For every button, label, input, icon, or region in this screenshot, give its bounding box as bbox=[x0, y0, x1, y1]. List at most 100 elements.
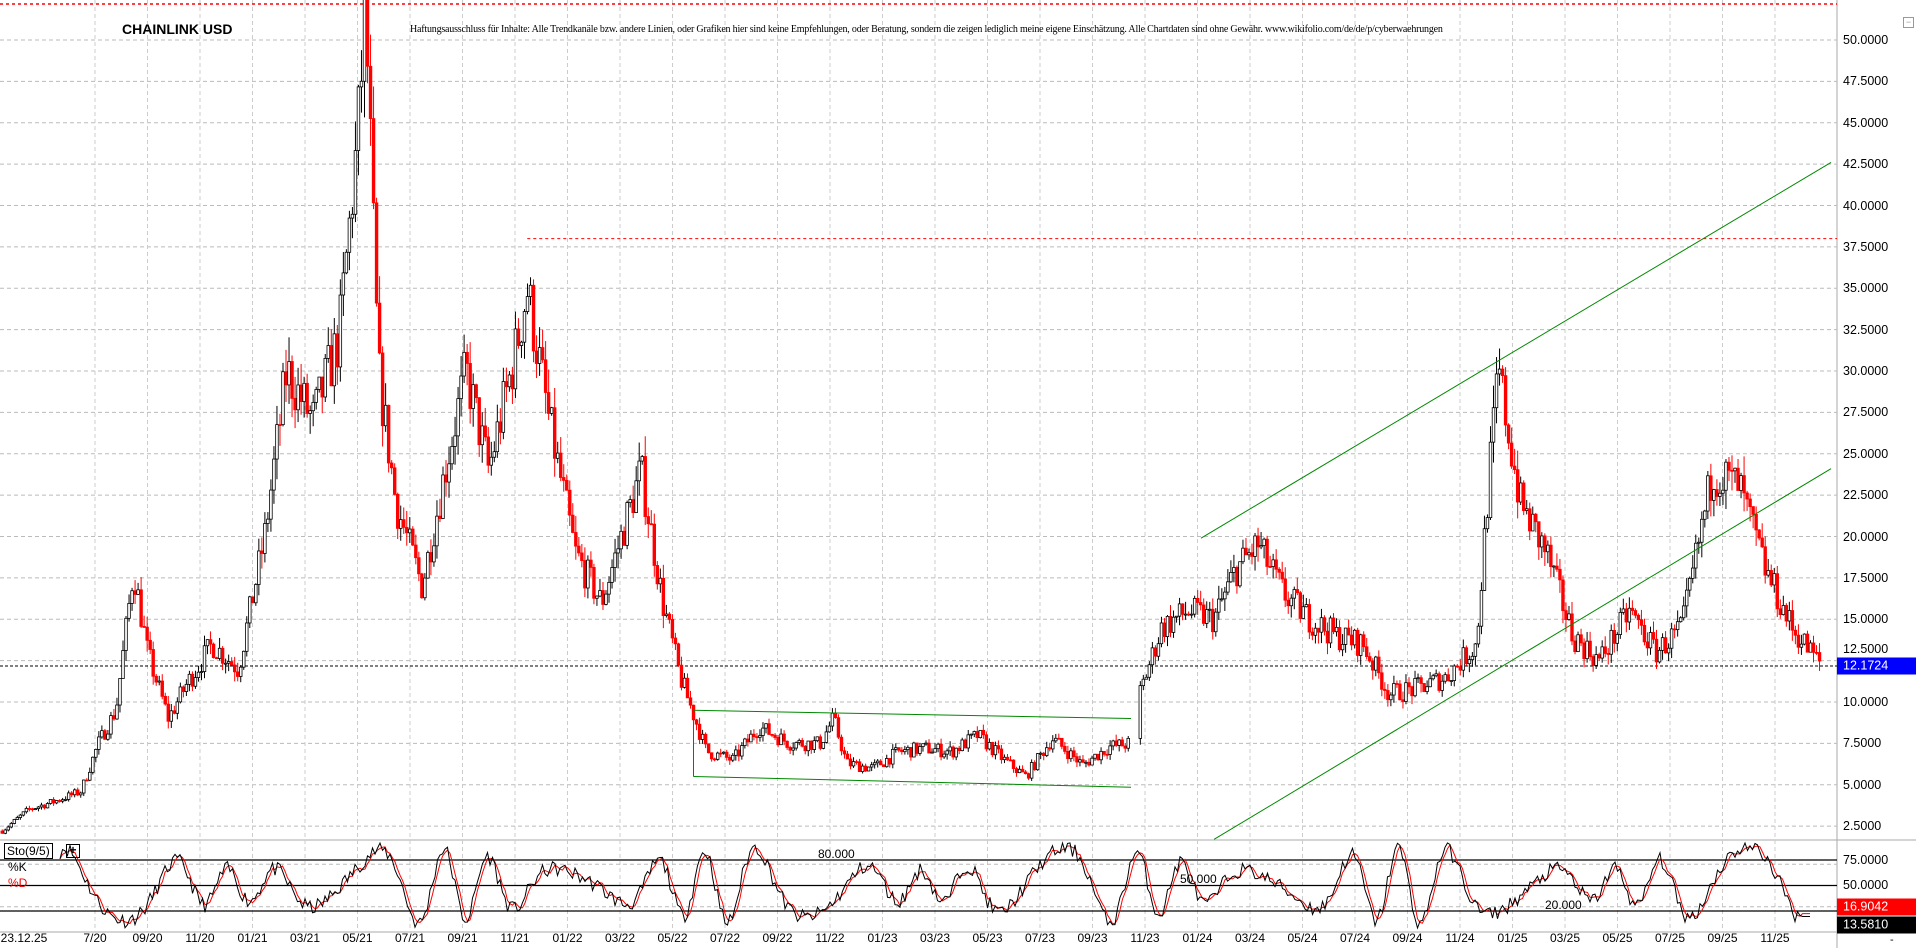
candle-body bbox=[1144, 676, 1149, 680]
candle-body bbox=[604, 593, 608, 605]
candle-body bbox=[815, 736, 820, 742]
date-tick-label: 03/21 bbox=[289, 931, 321, 945]
candle-body bbox=[688, 697, 693, 706]
candle-body bbox=[746, 738, 750, 743]
candle-body bbox=[1585, 640, 1589, 660]
candle-body bbox=[477, 397, 481, 446]
candle-body bbox=[1186, 613, 1191, 616]
candle-body bbox=[184, 683, 189, 692]
candle-body bbox=[447, 463, 451, 483]
candle-body bbox=[1700, 518, 1704, 543]
candle-body bbox=[1506, 424, 1511, 444]
candle-body bbox=[60, 799, 65, 802]
candle-body bbox=[1627, 607, 1632, 623]
date-tick-label: 09/21 bbox=[447, 931, 478, 945]
candle-body bbox=[568, 489, 572, 516]
candle-body bbox=[151, 649, 155, 677]
price-tick-label: 20.0000 bbox=[1843, 529, 1889, 544]
candle-body bbox=[326, 345, 330, 359]
candle-body bbox=[347, 217, 352, 253]
candle-body bbox=[411, 528, 415, 546]
candle-body bbox=[1742, 475, 1746, 494]
minimize-icon[interactable]: − bbox=[1903, 17, 1914, 28]
last-price-badge: 12.1724 bbox=[1837, 657, 1916, 675]
candle-body bbox=[583, 560, 587, 589]
candle-body bbox=[1549, 544, 1553, 567]
trend-line bbox=[693, 775, 1132, 788]
candle-body bbox=[1491, 407, 1496, 443]
candle-body bbox=[1528, 508, 1532, 532]
corner-button[interactable]: - bbox=[1890, 934, 1894, 946]
candle-body bbox=[891, 748, 895, 765]
candle-body bbox=[1259, 545, 1263, 548]
candle-body bbox=[640, 456, 644, 462]
candle-body bbox=[719, 752, 723, 755]
candle-body bbox=[803, 745, 807, 752]
candle-body bbox=[142, 626, 146, 628]
candle-body bbox=[1678, 617, 1683, 623]
candle-body bbox=[130, 590, 134, 604]
candle-body bbox=[1639, 619, 1644, 626]
candle-body bbox=[788, 747, 792, 751]
candle-body bbox=[540, 347, 545, 361]
candle-body bbox=[1337, 627, 1342, 651]
candle-body bbox=[559, 452, 563, 478]
candle-body bbox=[172, 710, 177, 714]
price-tick-label: 10.0000 bbox=[1843, 695, 1889, 709]
candle-body bbox=[88, 771, 92, 781]
candle-body bbox=[187, 673, 192, 685]
candle-body bbox=[1537, 521, 1541, 548]
candle-body bbox=[963, 739, 967, 749]
candle-body bbox=[1543, 535, 1547, 553]
candle-body bbox=[978, 729, 983, 739]
candle-body bbox=[30, 808, 35, 811]
candle-body bbox=[1440, 680, 1444, 691]
candle-body bbox=[619, 530, 623, 550]
candle-body bbox=[214, 657, 219, 660]
candle-body bbox=[519, 341, 524, 346]
candle-body bbox=[1171, 616, 1176, 633]
candle-body bbox=[589, 559, 593, 568]
candle-body bbox=[1283, 578, 1287, 601]
k-legend: %K bbox=[8, 860, 27, 874]
candle-body bbox=[48, 799, 53, 804]
candle-body bbox=[1691, 567, 1695, 579]
candle-body bbox=[1603, 646, 1607, 654]
candle-body bbox=[1633, 610, 1638, 616]
candle-body bbox=[226, 661, 231, 664]
candle-body bbox=[220, 647, 225, 664]
candle-body bbox=[882, 764, 886, 768]
candle-body bbox=[208, 639, 213, 645]
candle-body bbox=[1793, 629, 1798, 636]
candle-body bbox=[700, 733, 705, 740]
candle-body bbox=[444, 474, 448, 483]
candle-body bbox=[1235, 567, 1239, 587]
candle-body bbox=[894, 747, 898, 750]
candle-body bbox=[260, 550, 264, 554]
candle-body bbox=[251, 596, 255, 604]
plus-icon[interactable]: + bbox=[66, 844, 80, 858]
candle-body bbox=[565, 479, 569, 491]
candle-body bbox=[897, 747, 901, 751]
candle-body bbox=[1153, 647, 1158, 657]
stochastic-label[interactable]: Sto(9/5) bbox=[4, 843, 53, 859]
price-tick-label: 2.5000 bbox=[1843, 819, 1882, 834]
candle-body bbox=[1126, 737, 1130, 749]
candle-body bbox=[1346, 627, 1351, 636]
candle-body bbox=[1775, 573, 1779, 610]
candle-body bbox=[1280, 571, 1284, 580]
candle-body bbox=[229, 661, 234, 666]
candle-body bbox=[1814, 651, 1819, 654]
candle-body bbox=[513, 328, 518, 390]
candle-body bbox=[1198, 602, 1203, 606]
candle-body bbox=[245, 622, 249, 652]
candle-body bbox=[223, 662, 228, 665]
date-tick-label: 11/21 bbox=[500, 931, 530, 945]
candle-body bbox=[595, 595, 599, 599]
candle-body bbox=[531, 284, 536, 352]
date-tick-label: 07/23 bbox=[1024, 931, 1056, 945]
candle-body bbox=[1325, 630, 1330, 644]
candle-body bbox=[1081, 759, 1085, 763]
candle-body bbox=[1790, 610, 1795, 631]
candle-body bbox=[1226, 581, 1230, 593]
